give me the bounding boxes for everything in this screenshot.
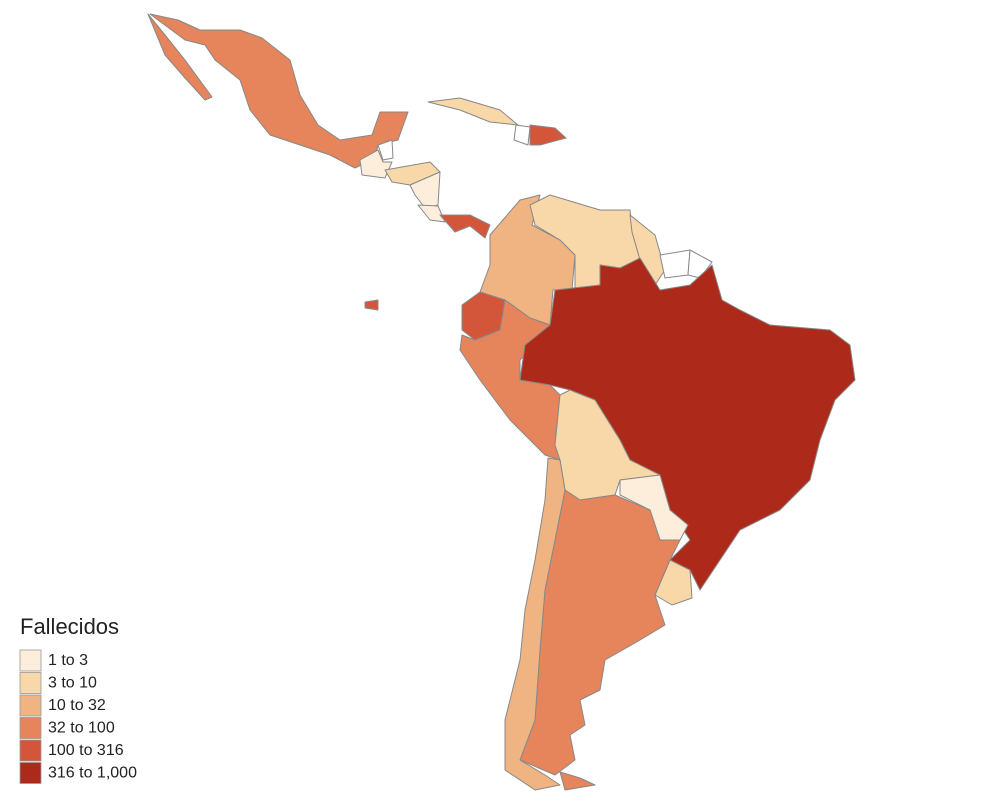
region <box>364 299 379 311</box>
legend-swatch <box>19 739 42 762</box>
legend-label: 1 to 3 <box>48 652 88 669</box>
region <box>529 124 567 146</box>
regions <box>147 13 856 791</box>
region <box>513 124 531 146</box>
legend: Fallecidos 1 to 3 3 to 10 10 to 32 32 to 10… <box>19 614 137 784</box>
legend-swatch <box>19 694 42 717</box>
region <box>559 771 596 791</box>
legend-label: 316 to 1,000 <box>48 765 137 782</box>
legend-swatch <box>19 649 42 672</box>
region <box>427 97 519 126</box>
legend-label: 32 to 100 <box>48 720 115 737</box>
region <box>359 149 393 179</box>
legend-title: Fallecidos <box>20 614 119 639</box>
legend-swatch <box>19 717 42 739</box>
region <box>504 457 566 791</box>
legend-label: 10 to 32 <box>48 697 106 714</box>
region <box>659 249 691 279</box>
legend-swatch <box>19 762 42 784</box>
legend-label: 100 to 316 <box>48 742 124 759</box>
region <box>417 204 446 223</box>
region <box>377 139 394 161</box>
legend-swatch <box>19 672 42 694</box>
region <box>439 214 491 239</box>
region <box>149 13 409 169</box>
region <box>147 13 213 101</box>
legend-label: 3 to 10 <box>48 675 97 692</box>
